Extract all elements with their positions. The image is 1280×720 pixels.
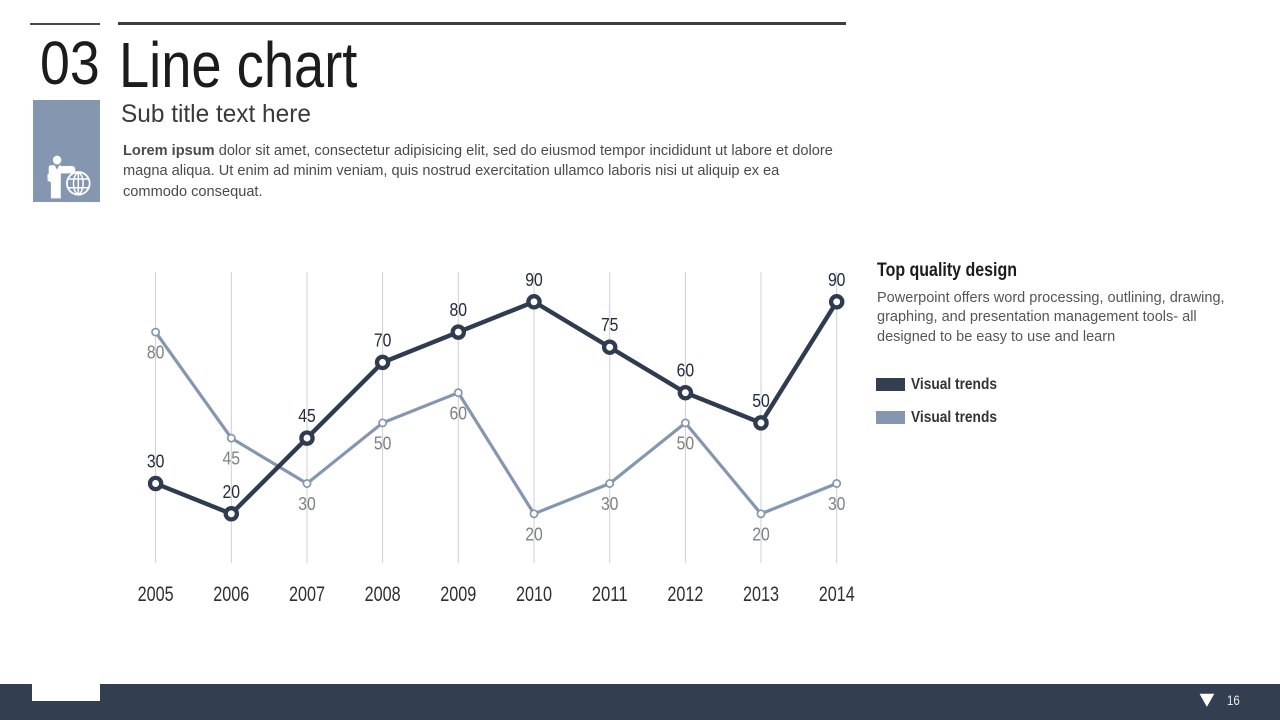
svg-text:45: 45 (223, 449, 241, 469)
svg-text:20: 20 (223, 482, 241, 502)
svg-text:50: 50 (374, 434, 392, 454)
svg-text:60: 60 (677, 361, 695, 381)
svg-text:30: 30 (147, 452, 165, 472)
svg-text:2013: 2013 (743, 583, 779, 606)
svg-text:2006: 2006 (213, 583, 249, 606)
svg-text:90: 90 (525, 270, 543, 290)
svg-text:50: 50 (752, 391, 770, 411)
svg-text:30: 30 (601, 494, 619, 514)
svg-text:2005: 2005 (138, 583, 174, 606)
svg-text:90: 90 (828, 270, 846, 290)
svg-text:20: 20 (525, 524, 543, 544)
svg-text:2014: 2014 (819, 583, 855, 606)
svg-text:80: 80 (450, 300, 468, 320)
svg-text:30: 30 (828, 494, 846, 514)
svg-text:2007: 2007 (289, 583, 325, 606)
svg-text:2008: 2008 (365, 583, 401, 606)
svg-text:20: 20 (752, 524, 770, 544)
svg-text:45: 45 (298, 406, 316, 426)
svg-text:70: 70 (374, 330, 392, 350)
svg-text:2011: 2011 (592, 583, 628, 606)
svg-text:50: 50 (677, 434, 695, 454)
svg-text:30: 30 (298, 494, 316, 514)
svg-text:80: 80 (147, 343, 165, 363)
svg-text:75: 75 (601, 315, 619, 335)
svg-text:60: 60 (450, 403, 468, 423)
svg-text:2009: 2009 (440, 583, 476, 606)
svg-text:2012: 2012 (667, 583, 703, 606)
svg-text:2010: 2010 (516, 583, 552, 606)
